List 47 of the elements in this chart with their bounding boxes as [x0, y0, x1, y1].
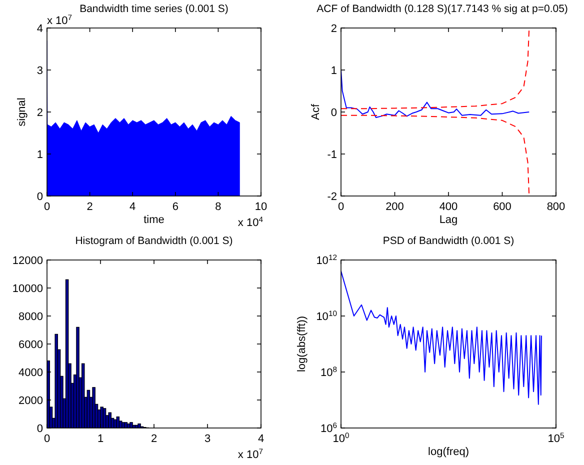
chart-title: ACF of Bandwidth (0.128 S)(17.7143 % sig at p=0.05) — [316, 3, 568, 15]
x-tick-label: 400 — [439, 201, 458, 213]
text: x 10$^{4}$ — [238, 214, 264, 229]
y-tick-label: -2 — [327, 191, 337, 203]
x-tick-label: 8 — [215, 201, 222, 213]
y-tick-label: 10000 — [12, 283, 43, 295]
y-tick-label: 0 — [36, 423, 43, 435]
x-tick-label: 3 — [204, 433, 211, 445]
x-axis-title: time — [144, 214, 164, 226]
y-tick-label: 10$^{8}$ — [320, 364, 337, 379]
x-tick-label: 6 — [172, 201, 178, 213]
chart-title: PSD of Bandwidth (0.001 S) — [382, 235, 514, 247]
y-axis-title: Acf — [310, 103, 322, 120]
y-tick-label: 2 — [36, 107, 43, 119]
y-tick-label: 4 — [36, 23, 43, 35]
x-axis-title: log(freq) — [428, 446, 469, 458]
x-tick-label: 4 — [258, 433, 264, 445]
x-tick-label: 4 — [130, 201, 136, 213]
y-tick-label: 8000 — [18, 311, 43, 323]
x-axis-title: Lag — [439, 214, 458, 226]
x-tick-label: 10 — [254, 201, 268, 213]
y-tick-label: 0 — [36, 191, 43, 203]
y-tick-label: 4000 — [18, 367, 43, 379]
y-tick-label: 6000 — [18, 339, 43, 351]
y-tick-label: 3 — [36, 65, 43, 77]
chart-title: Histogram of Bandwidth (0.001 S) — [75, 235, 233, 247]
x-tick-label: 200 — [386, 201, 404, 213]
y-tick-label: 10$^{10}$ — [316, 308, 337, 323]
y-tick-label: -1 — [327, 149, 337, 161]
y-tick-label: 0 — [330, 107, 337, 119]
x-tick-label: 10$^{5}$ — [548, 430, 564, 445]
x-tick-label: 2 — [150, 433, 158, 445]
y-tick-label: 2 — [330, 23, 337, 35]
x-tick-label: 600 — [493, 201, 512, 213]
y-tick-label: 1 — [36, 149, 43, 161]
x-tick-label: 800 — [546, 201, 566, 213]
y-tick-label: 2000 — [18, 395, 43, 407]
x-tick-label: 2 — [86, 201, 93, 213]
y-tick-label: 10$^{12}$ — [316, 252, 337, 267]
chart-title: Bandwidth time series (0.001 S) — [80, 3, 228, 15]
y-axis-title: log(abs(fft)) — [296, 316, 308, 372]
y-tick-label: 1 — [330, 65, 337, 77]
text: x 10$^{7}$ — [47, 12, 72, 27]
x-tick-label: 1 — [97, 433, 104, 445]
text: x 10$^{7}$ — [238, 446, 263, 461]
y-axis-title: signal — [16, 98, 28, 126]
y-tick-label: 12000 — [12, 255, 43, 267]
